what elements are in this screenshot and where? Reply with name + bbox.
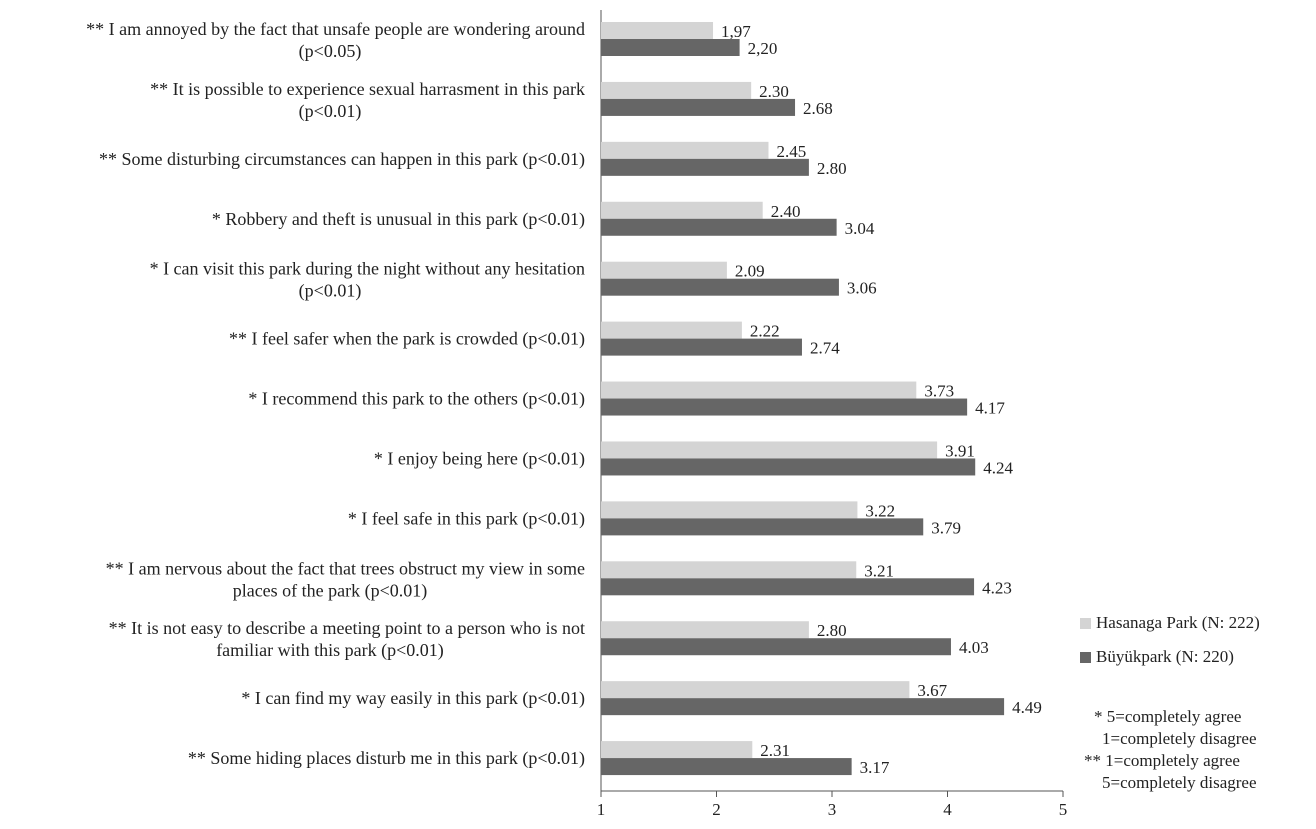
data-label-buyukpark: 2.68: [803, 99, 833, 118]
category-label: familiar with this park (p<0.01): [216, 640, 444, 661]
bar-buyukpark: [601, 458, 976, 476]
legend-label-buyukpark: Büyükpark (N: 220): [1096, 647, 1234, 666]
legend-swatch-buyukpark: [1080, 651, 1091, 663]
bar-buyukpark: [601, 578, 975, 596]
data-label-hasanaga: 2.09: [735, 262, 765, 281]
x-tick-label: 2: [712, 800, 721, 819]
data-label-hasanaga: 2.22: [750, 322, 780, 341]
category-label: * I enjoy being here (p<0.01): [374, 448, 585, 469]
category-label: (p<0.01): [299, 101, 362, 122]
category-label: ** Some hiding places disturb me in this…: [188, 748, 585, 769]
category-label: ** I feel safer when the park is crowded…: [229, 329, 585, 350]
bar-hasanaga: [601, 441, 938, 459]
data-label-hasanaga: 3.22: [865, 501, 895, 520]
bar-hasanaga: [601, 681, 910, 699]
note-double-star-disagree: 5=completely disagree: [1102, 773, 1257, 792]
data-label-buyukpark: 3.79: [931, 518, 961, 537]
data-label-hasanaga: 2.40: [771, 202, 801, 221]
data-label-hasanaga: 3.21: [864, 561, 894, 580]
category-label: * I can find my way easily in this park …: [241, 688, 585, 709]
data-label-buyukpark: 4.23: [982, 578, 1012, 597]
data-label-buyukpark: 2.74: [810, 339, 840, 358]
bar-buyukpark: [601, 638, 951, 656]
x-tick-label: 3: [828, 800, 837, 819]
bar-buyukpark: [601, 518, 924, 536]
bar-buyukpark: [601, 698, 1005, 716]
data-label-hasanaga: 3.67: [917, 681, 947, 700]
legend-swatch-hasanaga: [1080, 617, 1091, 629]
bar-hasanaga: [601, 561, 857, 579]
bar-hasanaga: [601, 201, 763, 219]
x-tick-label: 1: [597, 800, 606, 819]
note-double-star-agree: ** 1=completely agree: [1084, 751, 1240, 770]
category-label: (p<0.05): [299, 41, 362, 62]
bar-hasanaga: [601, 321, 742, 339]
data-label-hasanaga: 2.30: [759, 82, 789, 101]
category-label: ** It is possible to experience sexual h…: [150, 79, 585, 99]
bar-hasanaga: [601, 81, 752, 99]
scale-notes: * 5=completely agree 1=completely disagr…: [1082, 706, 1257, 794]
data-label-buyukpark: 3.04: [845, 219, 875, 238]
x-tick-label: 4: [943, 800, 952, 819]
bar-hasanaga: [601, 141, 769, 159]
legend-label-hasanaga: Hasanaga Park (N: 222): [1096, 613, 1260, 632]
data-label-hasanaga: 2.45: [776, 142, 806, 161]
data-label-hasanaga: 2.80: [817, 621, 847, 640]
bar-hasanaga: [601, 621, 809, 639]
bar-hasanaga: [601, 501, 858, 519]
bar-buyukpark: [601, 278, 839, 296]
data-label-buyukpark: 3.06: [847, 279, 877, 298]
data-label-buyukpark: 2,20: [748, 39, 778, 58]
note-single-star-agree: * 5=completely agree: [1094, 707, 1242, 726]
data-label-buyukpark: 4.49: [1012, 698, 1042, 717]
data-label-hasanaga: 3.91: [945, 441, 975, 460]
category-label: * I recommend this park to the others (p…: [248, 389, 585, 410]
category-label: ** I am annoyed by the fact that unsafe …: [86, 19, 585, 39]
bar-buyukpark: [601, 218, 837, 236]
category-label: (p<0.01): [299, 281, 362, 302]
data-label-hasanaga: 2.31: [760, 741, 790, 760]
legend-item-buyukpark: Büyükpark (N: 220): [1080, 646, 1260, 668]
category-label: * Robbery and theft is unusual in this p…: [212, 209, 585, 230]
x-tick-label: 5: [1059, 800, 1068, 819]
legend-item-hasanaga: Hasanaga Park (N: 222): [1080, 612, 1260, 634]
bar-buyukpark: [601, 398, 968, 416]
category-label: * I can visit this park during the night…: [150, 259, 585, 279]
bar-buyukpark: [601, 39, 740, 56]
bar-hasanaga: [601, 22, 714, 39]
data-label-hasanaga: 1,97: [721, 22, 751, 41]
category-label: ** Some disturbing circumstances can hap…: [99, 149, 585, 170]
category-label: ** It is not easy to describe a meeting …: [109, 618, 585, 638]
data-label-buyukpark: 4.24: [983, 458, 1013, 477]
bar-buyukpark: [601, 158, 809, 176]
data-label-buyukpark: 4.17: [975, 399, 1005, 418]
data-label-buyukpark: 4.03: [959, 638, 989, 657]
data-label-hasanaga: 3.73: [924, 382, 954, 401]
data-label-buyukpark: 2.80: [817, 159, 847, 178]
bar-hasanaga: [601, 261, 727, 279]
bar-buyukpark: [601, 758, 852, 776]
bar-hasanaga: [601, 381, 917, 399]
bar-buyukpark: [601, 98, 796, 116]
category-label: ** I am nervous about the fact that tree…: [106, 558, 585, 578]
category-label: * I feel safe in this park (p<0.01): [348, 508, 585, 529]
note-single-star-disagree: 1=completely disagree: [1102, 729, 1257, 748]
bar-hasanaga: [601, 741, 753, 759]
data-label-buyukpark: 3.17: [860, 758, 890, 777]
category-label: places of the park (p<0.01): [233, 580, 428, 601]
bar-buyukpark: [601, 338, 802, 356]
legend: Hasanaga Park (N: 222) Büyükpark (N: 220…: [1080, 612, 1260, 680]
